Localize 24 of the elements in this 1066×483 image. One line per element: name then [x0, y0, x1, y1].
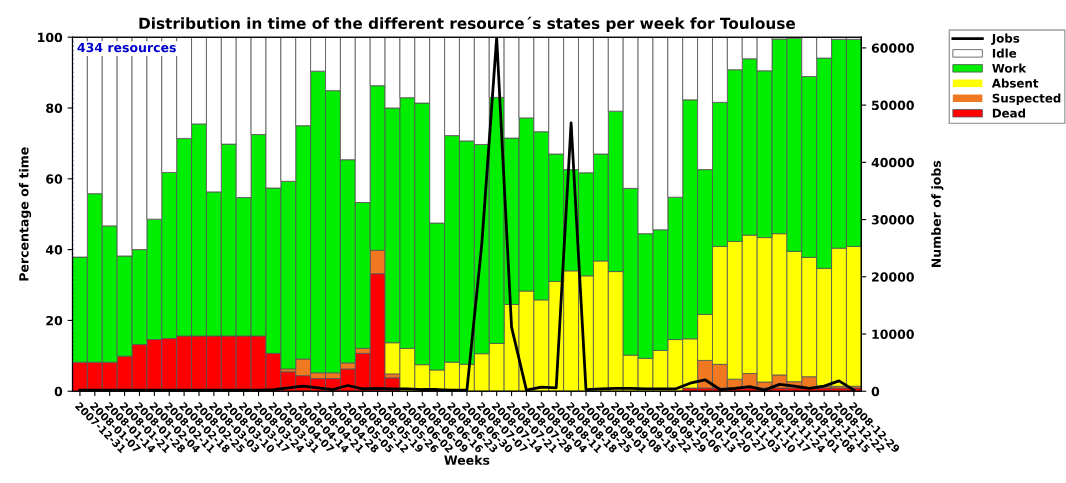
legend-label: Dead	[992, 108, 1026, 118]
y2-tick-label: 10000	[872, 329, 914, 339]
y2-tick-label: 0	[871, 386, 880, 397]
y-tick-label: 100	[38, 32, 63, 43]
y2-tick-label: 40000	[871, 157, 914, 168]
legend-label: Suspected	[992, 93, 1061, 105]
y-tick-label: 0	[54, 386, 63, 397]
y-tick-label: 60	[46, 174, 63, 184]
legend-label: Work	[992, 63, 1027, 73]
y-tick-label: 40	[45, 245, 63, 255]
y2-tick-label: 20000	[872, 272, 914, 282]
y2-tick-label: 60000	[871, 43, 914, 53]
chart-title: Distribution in time of the different resource´s states per week for Toulouse	[139, 16, 796, 33]
legend-label: Idle	[992, 48, 1017, 58]
legend-label: Absent	[991, 78, 1039, 88]
y2-axis-title: Number of jobs	[931, 160, 944, 268]
ref-line-label: 434 resources	[77, 42, 176, 53]
y2-tick-label: 50000	[872, 100, 914, 111]
y-tick-label: 20	[46, 315, 63, 326]
legend-label: Jobs	[991, 33, 1020, 45]
x-axis-title: Weeks	[444, 455, 490, 465]
y-tick-label: 80	[46, 103, 63, 113]
y2-tick-label: 30000	[871, 215, 914, 225]
y-axis-title: Percentage of time	[18, 147, 32, 281]
